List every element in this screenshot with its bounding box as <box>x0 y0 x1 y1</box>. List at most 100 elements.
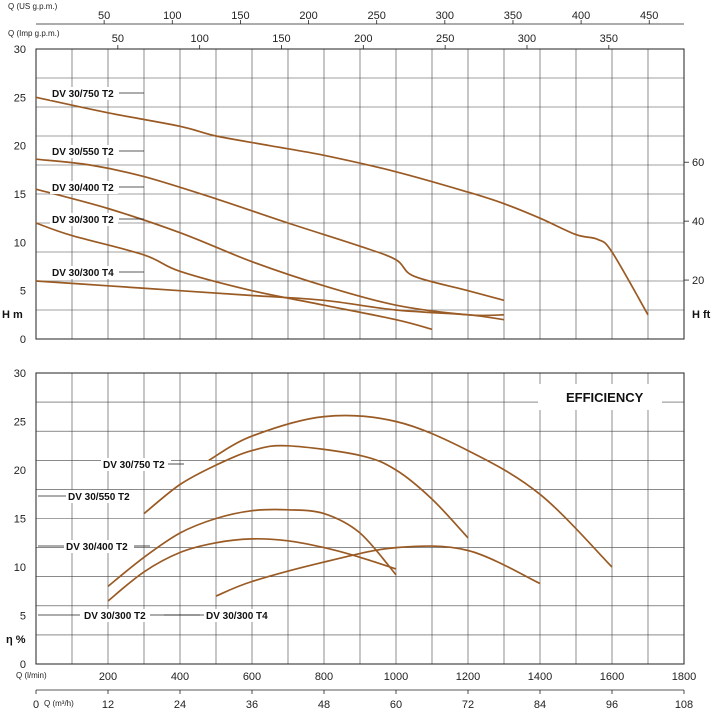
head-grid <box>36 49 684 339</box>
series-label-bg <box>50 266 118 279</box>
curve-dv-30-300-t4 <box>35 280 505 321</box>
head-plot-frame <box>35 48 685 340</box>
y-tick-label: 0 <box>20 659 26 671</box>
lpm-axis-label: Q (l/min) <box>16 671 47 680</box>
efficiency-title: EFFICIENCY <box>566 390 644 405</box>
head-y-axis-label: H m <box>2 309 23 321</box>
curve-dv-30-300-t4 <box>215 545 541 597</box>
series-label-dv-30-300-t4: DV 30/300 T4 <box>52 268 114 279</box>
imp-gpm-tick-label: 200 <box>354 33 372 45</box>
series-label-dv-30-300-t2: DV 30/300 T2 <box>52 215 114 226</box>
efficiency-y-axis-label: η % <box>6 634 26 646</box>
y-tick-label: 20 <box>14 141 26 153</box>
y-tick-label: 10 <box>14 237 26 249</box>
y-tick-label: 5 <box>20 286 26 298</box>
m3h-tick-label: 12 <box>102 699 114 711</box>
head-curves <box>35 96 649 331</box>
series-label-bg <box>50 181 118 194</box>
m3h-tick-label: 36 <box>246 699 258 711</box>
head-series-labels: DV 30/750 T2 DV 30/550 T2 DV 30/400 T2 DV 3… <box>50 87 144 279</box>
imp-gpm-tick-label: 300 <box>518 33 536 45</box>
m3h-tick-label: 48 <box>318 699 330 711</box>
lpm-tick-label: 800 <box>315 671 333 683</box>
imp-gpm-tick-label: 100 <box>190 33 208 45</box>
head-tick-labels: 0 5 10 15 20 25 30 20 40 60 50 100 150 200 250 300 350 40… <box>14 10 705 346</box>
efficiency-curves <box>107 414 613 602</box>
us-gpm-tick-label: 350 <box>504 10 522 22</box>
efficiency-series-labels: DV 30/750 T2 DV 30/550 T2 DV 30/400 T2 DV 3… <box>38 458 274 622</box>
series-label-dv-30-300-t4: DV 30/300 T4 <box>206 611 268 622</box>
series-label-dv-30-750-t2: DV 30/750 T2 <box>103 460 165 471</box>
series-label-bg <box>82 609 152 622</box>
us-gpm-tick-label: 400 <box>572 10 590 22</box>
y-tick-label: 0 <box>20 334 26 346</box>
m3h-tick-label: 96 <box>606 699 618 711</box>
y-tick-label: 5 <box>20 611 26 623</box>
m3h-tick-label: 60 <box>390 699 402 711</box>
series-label-bg <box>101 458 171 471</box>
m3h-tick-label: 0 <box>33 699 39 711</box>
y-tick-label: 25 <box>14 92 26 104</box>
us-gpm-tick-label: 250 <box>368 10 386 22</box>
m3h-axis-label: Q (m³/h) <box>44 699 74 708</box>
series-label-bg <box>50 87 118 100</box>
lpm-tick-label: 1400 <box>528 671 552 683</box>
m3h-tick-label: 108 <box>675 699 693 711</box>
curve-dv-30-750-t2 <box>35 96 649 316</box>
curve-dv-30-300-t2 <box>107 537 397 602</box>
us-gpm-tick-label: 300 <box>436 10 454 22</box>
us-gpm-tick-label: 100 <box>163 10 181 22</box>
right-axis-tick-label: 40 <box>692 216 704 228</box>
imp-gpm-tick-label: 350 <box>600 33 618 45</box>
lpm-tick-label: 1200 <box>456 671 480 683</box>
series-label-bg <box>204 609 274 622</box>
us-gpm-tick-label: 150 <box>231 10 249 22</box>
imp-gpm-tick-label: 150 <box>272 33 290 45</box>
y-tick-label: 15 <box>14 189 26 201</box>
curve-dv-30-300-t2 <box>35 222 433 331</box>
imp-gpm-tick-label: 50 <box>112 33 124 45</box>
curve-dv-30-400-t2 <box>107 508 397 588</box>
series-label-dv-30-550-t2: DV 30/550 T2 <box>52 147 114 158</box>
lpm-tick-label: 600 <box>243 671 261 683</box>
y-tick-label: 30 <box>14 368 26 380</box>
right-axis-tick-label: 20 <box>692 275 704 287</box>
efficiency-title-box <box>538 384 662 410</box>
lpm-tick-label: 1600 <box>600 671 624 683</box>
lpm-tick-label: 1000 <box>384 671 408 683</box>
series-label-dv-30-550-t2: DV 30/550 T2 <box>68 492 130 503</box>
series-label-dv-30-400-t2: DV 30/400 T2 <box>66 542 128 553</box>
series-label-bg <box>50 213 118 226</box>
m3h-tick-label: 72 <box>462 699 474 711</box>
m3h-tick-label: 84 <box>534 699 546 711</box>
series-label-bg <box>50 145 118 158</box>
efficiency-plot-frame <box>35 372 685 665</box>
head-chart-panel: 0 5 10 15 20 25 30 20 40 60 50 100 150 200 250 300 350 40… <box>2 2 711 346</box>
series-label-bg <box>64 540 134 553</box>
head-right-axis-label: H ft <box>692 309 711 321</box>
curve-dv-30-550-t2 <box>35 158 505 302</box>
y-tick-label: 15 <box>14 514 26 526</box>
lpm-tick-label: 400 <box>171 671 189 683</box>
us-gpm-tick-label: 200 <box>299 10 317 22</box>
us-gpm-tick-label: 50 <box>98 10 110 22</box>
imp-gpm-axis-label: Q (Imp g.p.m.) <box>8 29 60 38</box>
right-axis-tick-label: 60 <box>692 157 704 169</box>
y-tick-label: 20 <box>14 465 26 477</box>
curve-dv-30-750-t2 <box>208 414 613 568</box>
lpm-tick-label: 200 <box>99 671 117 683</box>
y-tick-label: 30 <box>14 44 26 56</box>
us-gpm-axis-label: Q (US g.p.m.) <box>8 2 58 11</box>
y-tick-label: 10 <box>14 562 26 574</box>
imp-gpm-tick-label: 250 <box>436 33 454 45</box>
series-label-dv-30-750-t2: DV 30/750 T2 <box>52 89 114 100</box>
m3h-tick-label: 24 <box>174 699 186 711</box>
series-label-dv-30-300-t2: DV 30/300 T2 <box>84 611 146 622</box>
curve-dv-30-550-t2 <box>143 444 469 539</box>
lpm-tick-label: 1800 <box>672 671 696 683</box>
series-label-bg <box>66 490 136 503</box>
us-gpm-tick-label: 450 <box>640 10 658 22</box>
